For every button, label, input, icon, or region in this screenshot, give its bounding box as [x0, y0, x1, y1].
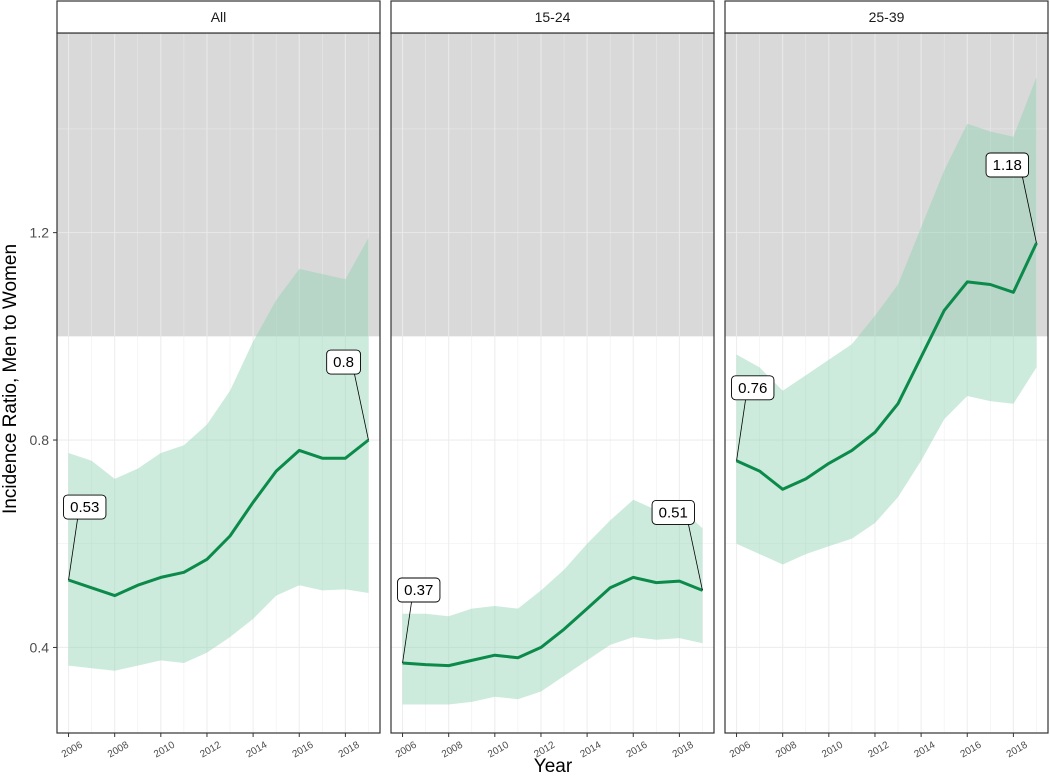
x-tick-label: 2014: [912, 739, 937, 760]
x-tick-label: 2008: [106, 739, 131, 760]
x-tick-label: 2010: [486, 739, 511, 760]
label-leader-line: [402, 601, 412, 664]
x-tick-label: 2008: [440, 739, 465, 760]
x-tick-label: 2018: [1005, 739, 1030, 760]
x-tick-label: 2016: [625, 739, 650, 760]
y-tick-label: 0.4: [30, 639, 50, 655]
panels-layer: 0.53 0.8 All 0.37 0.51 15-24 0.76 1.18 25-39: [56, 0, 1049, 734]
x-tick-label: 2016: [291, 739, 316, 760]
x-tick-label: 2016: [959, 739, 984, 760]
x-tick-label: 2014: [578, 739, 603, 760]
value-label-box: [326, 349, 361, 375]
y-tick-label: 1.2: [30, 225, 50, 241]
value-label-box: [651, 499, 695, 525]
label-leader-line: [68, 518, 78, 581]
x-tick-label: 2006: [394, 739, 419, 760]
facet-strip: [724, 0, 1049, 34]
reference-shaded-region: [57, 33, 380, 337]
x-tick-label: 2018: [337, 739, 362, 760]
x-tick-label: 2006: [728, 739, 753, 760]
value-label-box: [731, 375, 775, 401]
value-label-box: [397, 577, 441, 603]
value-label-box: [985, 152, 1029, 178]
facet-strip-label: 15-24: [535, 9, 571, 25]
value-label: 0.76: [738, 380, 767, 397]
facet-panel-2: 0.37 0.51 15-24: [390, 0, 715, 734]
ratio-line: [68, 438, 370, 598]
confidence-ribbon: [402, 499, 703, 705]
value-label-box: [63, 494, 107, 520]
x-tick-label: 2010: [820, 739, 845, 760]
x-tick-label: 2012: [198, 739, 223, 760]
confidence-ribbon: [736, 77, 1037, 565]
value-label: 1.18: [993, 157, 1022, 174]
value-label: 0.8: [333, 354, 354, 371]
facet-strip-label: All: [211, 9, 227, 25]
confidence-ribbon: [68, 237, 369, 671]
y-axis: 0.4 0.8 1.2: [30, 225, 57, 655]
x-tick-label: 2006: [60, 739, 85, 760]
facet-panel-1: 0.53 0.8 All: [56, 0, 381, 734]
label-leader-line: [736, 399, 746, 461]
x-tick-label: 2010: [152, 739, 177, 760]
facet-panel-3: 0.76 1.18 25-39: [724, 0, 1049, 734]
value-label: 0.37: [404, 582, 433, 599]
x-tick-label: 2012: [866, 739, 891, 760]
x-tick-label: 2014: [244, 739, 269, 760]
y-tick-label: 0.8: [30, 432, 50, 448]
facet-strip-label: 25-39: [869, 9, 905, 25]
x-axis-title: Year: [534, 756, 573, 777]
facet-strip: [56, 0, 381, 34]
y-axis-title: Incidence Ratio, Men to Women: [0, 244, 21, 514]
facet-strip: [390, 0, 715, 34]
value-label: 0.51: [659, 504, 688, 521]
value-label: 0.53: [70, 499, 99, 516]
x-tick-label: 2008: [774, 739, 799, 760]
x-tick-label: 2018: [671, 739, 696, 760]
label-leader-line: [688, 524, 703, 591]
reference-shaded-region: [391, 33, 714, 337]
label-leader-line: [1022, 176, 1037, 244]
ratio-line: [402, 575, 704, 668]
ratio-line: [735, 242, 1038, 491]
label-leader-line: [354, 373, 369, 441]
